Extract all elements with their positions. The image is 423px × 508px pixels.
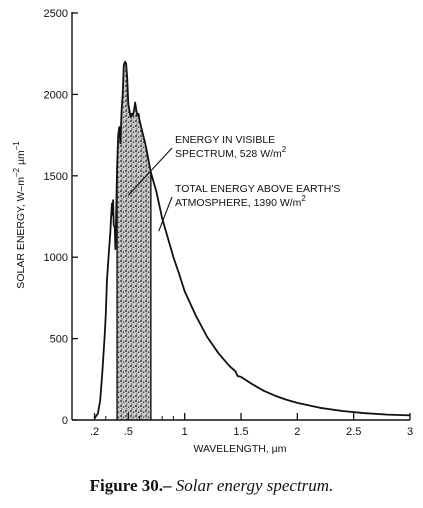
x-axis-title: WAVELENGTH, µm xyxy=(194,443,287,455)
figure-label: Figure 30.– xyxy=(89,476,172,495)
spectrum-curve xyxy=(93,60,411,419)
y-axis-title: SOLAR ENERGY, W–m–2 µm–1 xyxy=(12,141,27,289)
y-tick-label: 500 xyxy=(50,334,68,346)
y-tick-label: 2500 xyxy=(44,8,68,20)
figure-caption: Figure 30.– Solar energy spectrum. xyxy=(0,476,423,496)
annotation-line: TOTAL ENERGY ABOVE EARTH'S xyxy=(175,183,340,195)
visible-spectrum-fill xyxy=(117,61,151,420)
annotation-leader xyxy=(158,196,173,232)
plot-area xyxy=(93,60,411,420)
x-tick-label: 1.5 xyxy=(233,426,248,438)
x-tick-label: .2 xyxy=(90,426,99,438)
x-ticks: .2 .5 1 1.5 2 2.5 3 xyxy=(90,413,413,438)
x-tick-label: 2.5 xyxy=(346,426,361,438)
annotation-leader xyxy=(127,147,173,196)
y-tick-label: 0 xyxy=(62,415,68,427)
annotation-line: ENERGY IN VISIBLE xyxy=(175,134,275,146)
figure-description: Solar energy spectrum. xyxy=(171,476,334,495)
x-tick-label: .5 xyxy=(124,426,133,438)
x-tick-label: 3 xyxy=(407,426,413,438)
y-tick-label: 1000 xyxy=(44,252,68,264)
y-tick-label: 1500 xyxy=(44,171,68,183)
y-tick-label: 2000 xyxy=(44,89,68,101)
annotation-line: ATMOSPHERE, 1390 W/m2 xyxy=(175,194,306,209)
y-ticks: 0 500 1000 1500 2000 2500 xyxy=(44,8,78,427)
axes: 0 500 1000 1500 2000 2500 .2 .5 1 1.5 2 2.5 3 xyxy=(44,8,414,438)
annotation-line: SPECTRUM, 528 W/m2 xyxy=(175,145,287,160)
x-tick-label: 1 xyxy=(182,426,188,438)
x-tick-label: 2 xyxy=(294,426,300,438)
